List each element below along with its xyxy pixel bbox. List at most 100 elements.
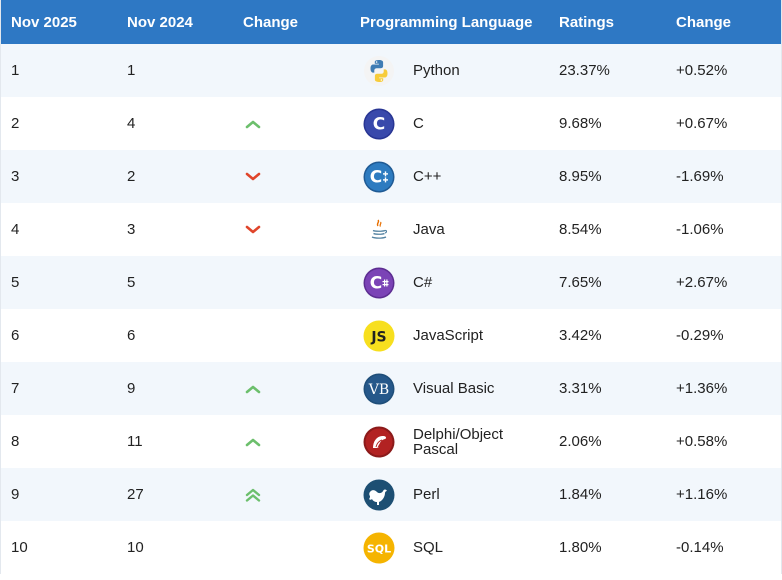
sql-logo-icon: SQL [359,521,399,574]
c-logo-text: C [373,114,385,134]
table-row: 1 1 Python 23.37% +0.52% [1,44,781,97]
rank-previous: 3 [127,221,136,238]
language-name[interactable]: JavaScript [413,327,484,344]
rating-value: 2.06% [559,433,602,450]
rating-value: 8.54% [559,221,602,238]
language-name[interactable]: C++ [413,168,442,185]
language-name[interactable]: Visual Basic [413,380,495,397]
rank-previous: 27 [127,486,144,503]
language-cell[interactable]: Visual Basic [413,362,553,415]
sql-logo-text: SQL [367,542,391,555]
rank-current: 1 [11,62,20,79]
rank-current: 2 [11,115,20,132]
language-name[interactable]: Java [413,221,445,238]
language-cell[interactable]: Python [413,44,553,97]
rank-previous: 6 [127,327,136,344]
trend-up-icon [243,415,353,468]
perl-logo-icon [359,468,399,521]
rating-change: +2.67% [676,274,728,291]
language-name[interactable]: C [413,115,424,132]
language-cell[interactable]: Perl [413,468,553,521]
rating-value: 1.84% [559,486,602,503]
language-name[interactable]: Python [413,62,460,79]
table-row: 2 4 C C 9.68% +0.67% [1,97,781,150]
trend-none [243,309,353,362]
table-row: 6 6 JS JavaScript 3.42% -0.29% [1,309,781,362]
table-row: 7 9 VB Visual Basic 3.31% +1.36% [1,362,781,415]
visual-basic-logo-icon: VB [359,362,399,415]
rating-value: 23.37% [559,62,610,79]
javascript-logo-text: JS [370,329,386,345]
visual-basic-logo-text: VB [368,382,389,398]
trend-down-icon [243,203,353,256]
rank-current: 5 [11,274,20,291]
trend-none [243,521,353,574]
table-row: 5 5 C C# 7.65% +2.67% [1,256,781,309]
rating-change: -0.29% [676,327,724,344]
language-cell[interactable]: SQL [413,521,553,574]
rating-change: -1.69% [676,168,724,185]
language-name[interactable]: Delphi/Object Pascal [413,425,504,458]
rating-value: 9.68% [559,115,602,132]
rank-previous: 4 [127,115,136,132]
language-name[interactable]: SQL [413,539,444,556]
rank-current: 10 [11,539,28,556]
language-cell[interactable]: C [413,97,553,150]
rank-previous: 1 [127,62,136,79]
language-cell[interactable]: Java [413,203,553,256]
rating-change: +0.67% [676,115,728,132]
rank-current: 4 [11,221,20,238]
rank-current: 9 [11,486,20,503]
rating-change: -0.14% [676,539,724,556]
trend-up-icon [243,97,353,150]
rank-previous: 9 [127,380,136,397]
rating-change: +1.16% [676,486,728,503]
rating-change: +0.58% [676,433,728,450]
header-rank-previous[interactable]: Nov 2024 [127,13,193,31]
rank-previous: 10 [127,539,144,556]
header-ratings[interactable]: Ratings [559,13,615,31]
rank-current: 7 [11,380,20,397]
cpp-logo-icon: C [359,150,399,203]
javascript-logo-icon: JS [359,309,399,362]
trend-none [243,256,353,309]
language-name[interactable]: Perl [413,486,440,503]
language-cell[interactable]: Delphi/Object Pascal [413,415,553,468]
language-cell[interactable]: JavaScript [413,309,553,362]
header-change[interactable]: Change [243,13,299,31]
trend-down-icon [243,150,353,203]
rank-previous: 11 [127,433,143,450]
java-logo-icon [359,203,399,256]
trend-none [243,44,353,97]
rank-previous: 2 [127,168,136,185]
rating-value: 8.95% [559,168,602,185]
rating-change: +0.52% [676,62,728,79]
header-language[interactable]: Programming Language [360,13,533,31]
table-body: 1 1 Python 23.37% +0.52% 2 4 C C 9.68% +0.67% 3 2 C C+… [1,44,781,574]
rating-value: 1.80% [559,539,602,556]
language-name[interactable]: C# [413,274,433,291]
table-header: Nov 2025 Nov 2024 Change Programming Lan… [1,0,781,44]
table-row: 8 11 Delphi/Object Pascal 2.06% +0.58% [1,415,781,468]
rating-change: +1.36% [676,380,728,397]
rating-value: 7.65% [559,274,602,291]
trend-up-icon [243,362,353,415]
table-row: 4 3 Java 8.54% -1.06% [1,203,781,256]
table-row: 3 2 C C++ 8.95% -1.69% [1,150,781,203]
rating-value: 3.42% [559,327,602,344]
language-cell[interactable]: C# [413,256,553,309]
c-logo-icon: C [359,97,399,150]
header-delta[interactable]: Change [676,13,732,31]
rank-current: 6 [11,327,20,344]
csharp-logo-text: C [370,273,382,293]
header-rank-current[interactable]: Nov 2025 [11,13,77,31]
language-cell[interactable]: C++ [413,150,553,203]
trend-double-up-icon [243,468,353,521]
table-row: 9 27 Perl 1.84% +1.16% [1,468,781,521]
rating-value: 3.31% [559,380,602,397]
python-logo-icon [359,44,399,97]
rank-current: 3 [11,168,20,185]
rank-current: 8 [11,433,20,450]
rating-change: -1.06% [676,221,724,238]
